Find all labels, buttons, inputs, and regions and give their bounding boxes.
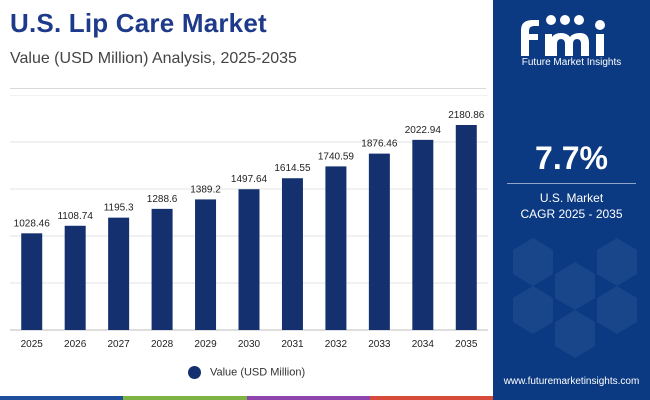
bar-2031 — [281, 178, 303, 330]
strip-segment-4 — [369, 396, 493, 400]
data-label-2025: 1028.46 — [14, 218, 51, 229]
data-label-2028: 1288.6 — [147, 194, 178, 205]
bar-2032 — [325, 166, 347, 330]
fmi-logo — [521, 15, 605, 56]
bar-2026 — [64, 225, 86, 330]
cagr-label-line2: CAGR 2025 - 2035 — [520, 207, 623, 221]
data-labels: 1028.46 1108.74 1195.3 1288.6 1389.2 1497.64 1… — [14, 110, 485, 229]
data-label-2029: 1389.2 — [190, 184, 221, 195]
x-tick-2025: 2025 — [21, 339, 44, 350]
bar-2025 — [21, 233, 43, 330]
bar-2035 — [455, 124, 477, 330]
data-label-2026: 1108.74 — [57, 211, 93, 222]
strip-segment-2 — [123, 396, 247, 400]
chart-legend: Value (USD Million) — [0, 366, 493, 379]
x-axis-ticks: 2025 2026 2027 2028 2029 2030 2031 2032 2033 2034… — [21, 339, 478, 350]
legend-marker — [187, 366, 201, 379]
chart-panel: U.S. Lip Care Market Value (USD Million)… — [0, 8, 493, 400]
title-divider — [10, 88, 486, 89]
side-panel-background — [493, 0, 650, 400]
website-link[interactable]: www.futuremarketinsights.com — [503, 376, 640, 387]
bar-2028 — [151, 208, 173, 330]
cagr-label-line1: U.S. Market — [539, 191, 604, 205]
cagr-value: 7.7% — [535, 140, 608, 176]
strip-segment-1 — [0, 396, 124, 400]
x-tick-2033: 2033 — [368, 339, 391, 350]
bars — [21, 124, 477, 330]
bar-2034 — [412, 139, 434, 330]
bar-2029 — [195, 199, 217, 330]
bar-chart: 1028.46 1108.74 1195.3 1288.6 1389.2 1497.64 1… — [10, 95, 488, 350]
legend-label: Value (USD Million) — [209, 366, 306, 379]
x-tick-2030: 2030 — [238, 339, 261, 350]
strip-segment-3 — [246, 396, 370, 400]
x-tick-2031: 2031 — [281, 339, 304, 350]
data-label-2033: 1876.46 — [361, 139, 398, 150]
x-tick-2029: 2029 — [194, 339, 217, 350]
bar-2030 — [238, 189, 260, 330]
x-tick-2035: 2035 — [455, 339, 478, 350]
data-label-2032: 1740.59 — [318, 151, 355, 162]
page-subtitle: Value (USD Million) Analysis, 2025-2035 — [10, 50, 297, 67]
x-tick-2034: 2034 — [412, 339, 435, 350]
page-title: U.S. Lip Care Market — [10, 8, 267, 38]
color-strip — [0, 396, 493, 400]
data-label-2027: 1195.3 — [104, 203, 134, 214]
data-label-2030: 1497.64 — [231, 174, 268, 185]
x-tick-2028: 2028 — [151, 339, 174, 350]
x-tick-2027: 2027 — [108, 339, 131, 350]
cagr-divider — [507, 183, 636, 184]
x-tick-2026: 2026 — [64, 339, 87, 350]
bar-2027 — [108, 217, 130, 330]
x-tick-2032: 2032 — [325, 339, 348, 350]
cagr-label: U.S. Market CAGR 2025 - 2035 — [493, 190, 650, 222]
brand-name: Future Market Insights — [521, 57, 622, 68]
data-label-2035: 2180.86 — [448, 110, 485, 121]
data-label-2034: 2022.94 — [405, 125, 442, 136]
bar-2033 — [368, 153, 390, 330]
side-panel: Future Market Insights 7.7% U.S. Market … — [493, 0, 650, 400]
data-label-2031: 1614.55 — [274, 163, 311, 174]
